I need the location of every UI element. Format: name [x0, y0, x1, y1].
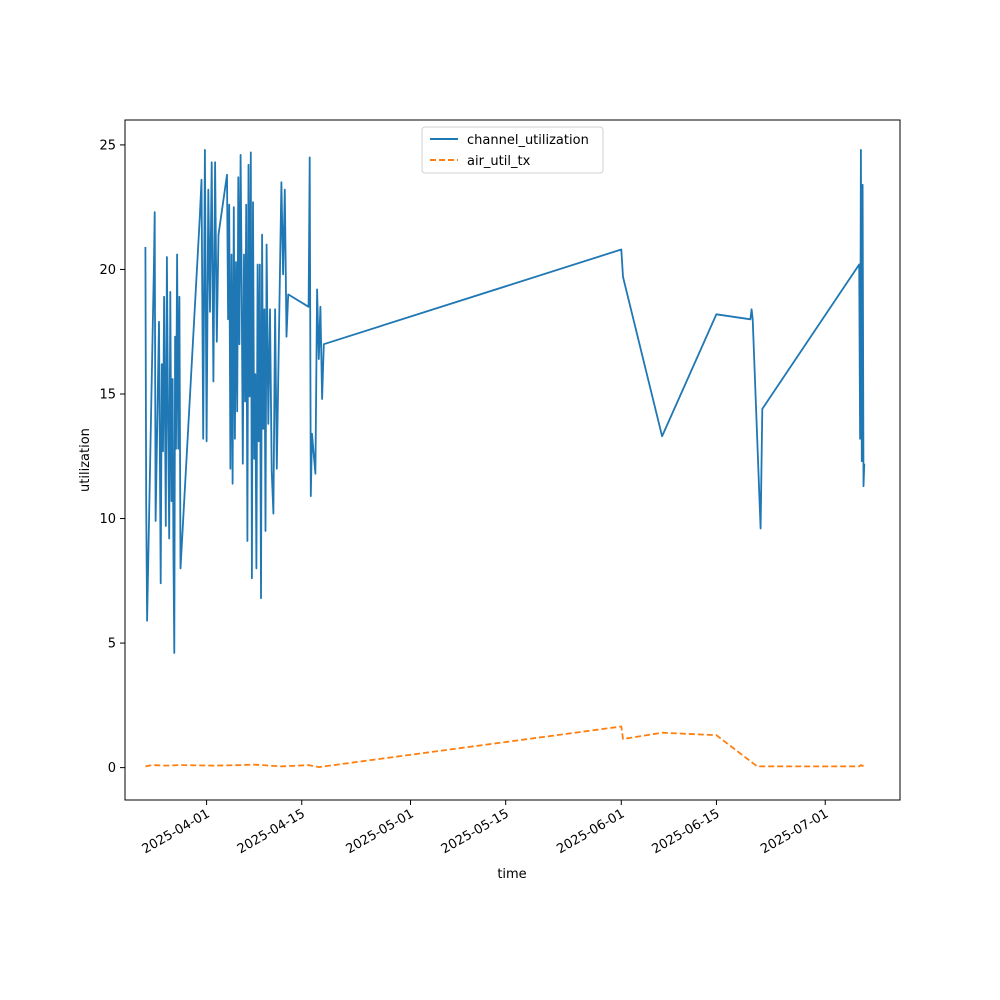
x-tick-label: 2025-07-01: [758, 806, 831, 857]
legend-label-channel-utilization: channel_utilization: [467, 133, 589, 148]
legend-label-air-util-tx: air_util_tx: [467, 154, 531, 169]
x-tick-label: 2025-04-15: [235, 806, 308, 857]
x-tick-label: 2025-05-15: [439, 806, 512, 857]
x-axis-label: time: [497, 867, 526, 882]
y-tick-label: 25: [99, 138, 116, 153]
x-tick-label: 2025-05-01: [344, 806, 417, 857]
x-axis: 2025-04-01 2025-04-15 2025-05-01 2025-05-15…: [140, 800, 831, 857]
y-tick-label: 10: [99, 512, 116, 527]
series-line-air-util-tx: [145, 725, 865, 768]
x-tick-label: 2025-04-01: [140, 806, 213, 857]
y-axis: 0 5 10 15 20 25: [99, 138, 125, 776]
y-tick-label: 5: [108, 637, 116, 652]
series-line-channel-utilization: [144, 148, 866, 654]
plot-area: [144, 148, 866, 768]
legend: channel_utilization air_util_tx: [421, 126, 604, 174]
y-axis-label: utilization: [78, 428, 93, 492]
y-tick-label: 15: [99, 387, 116, 402]
y-tick-label: 20: [99, 263, 116, 278]
x-tick-label: 2025-06-15: [650, 806, 723, 857]
y-tick-label: 0: [108, 761, 116, 776]
legend-box: [421, 126, 604, 174]
plot-frame: [124, 119, 901, 801]
x-tick-label: 2025-06-01: [554, 806, 627, 857]
